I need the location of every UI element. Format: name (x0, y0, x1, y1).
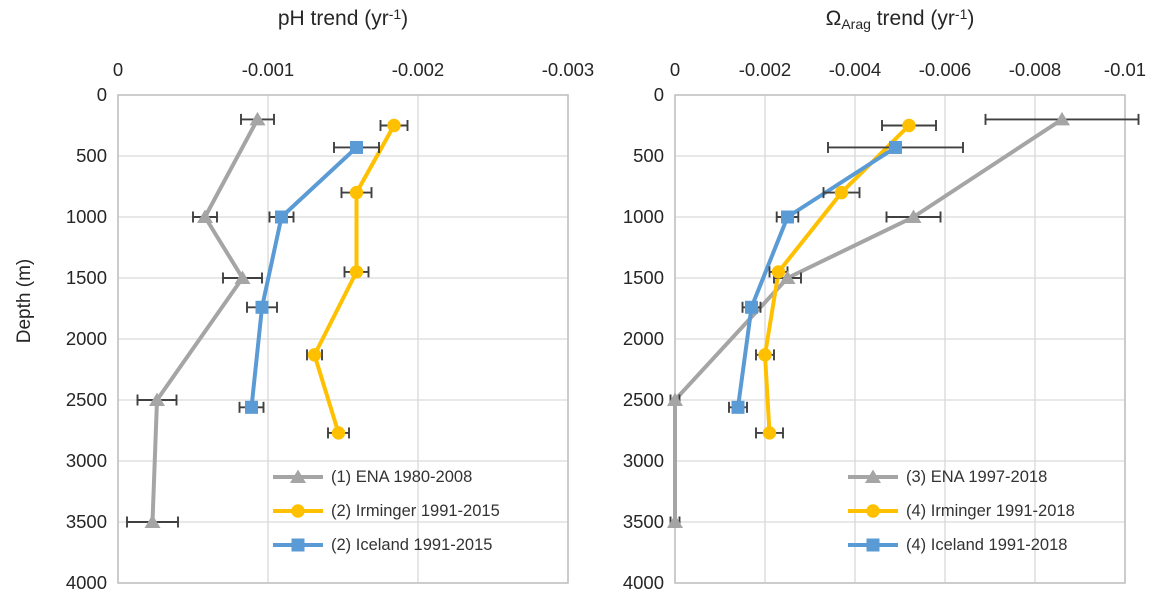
data-point-marker (331, 426, 346, 440)
panel-title-part: -1 (388, 6, 402, 22)
legend-item: (1) ENA 1980-2008 (272, 464, 572, 490)
legend-item: (2) Iceland 1991-2015 (272, 532, 572, 558)
legend-item: (4) Iceland 1991-2018 (847, 532, 1147, 558)
square-legend-marker-icon (273, 538, 323, 552)
depth-tick-label: 1000 (66, 206, 107, 227)
data-point-marker (889, 140, 902, 154)
data-point-marker (781, 210, 794, 224)
triangle-legend-marker-icon (273, 469, 323, 483)
depth-tick-label: 1500 (66, 267, 107, 288)
data-point-marker (758, 348, 772, 362)
depth-tick-label: 3000 (623, 450, 664, 471)
depth-tick-label: 3500 (623, 511, 664, 532)
data-point-marker (245, 400, 258, 414)
data-point-marker (275, 210, 288, 224)
panel-title-part: trend (yr (870, 7, 955, 30)
x-axis-tick-label: -0.01 (1104, 59, 1146, 80)
depth-tick-label: 2000 (623, 328, 664, 349)
data-point-marker (387, 118, 401, 133)
depth-tick-label: 3500 (66, 511, 107, 532)
circle-legend-marker-icon (273, 504, 323, 518)
depth-tick-label: 2500 (623, 389, 664, 410)
data-point-marker (144, 514, 161, 528)
omega-panel-legend: (3) ENA 1997-2018 (4) Irminger 1991-2018 (… (847, 464, 1147, 566)
triangle-legend-marker-icon (848, 469, 898, 483)
circle-legend-marker-icon (848, 504, 898, 518)
omega-panel-title: ΩArag trend (yr-1) (670, 6, 1130, 32)
x-axis-tick-label: -0.001 (242, 59, 294, 80)
square-legend-marker-icon (848, 538, 898, 552)
depth-tick-label: 4000 (66, 572, 107, 593)
legend-label: (4) Irminger 1991-2018 (906, 501, 1075, 520)
data-point-marker (307, 348, 322, 362)
plot-border (674, 94, 1126, 584)
x-axis-tick-label: -0.003 (542, 59, 594, 80)
data-point-marker (667, 392, 683, 406)
depth-tick-label: 500 (76, 145, 107, 166)
data-point-marker (349, 185, 364, 200)
depth-tick-label: 1000 (623, 206, 664, 227)
x-axis-tick-label: -0.002 (392, 59, 444, 80)
depth-tick-label: 2500 (66, 389, 107, 410)
panel-title-part: Ω (825, 7, 842, 30)
data-point-marker (349, 265, 364, 279)
data-point-marker (255, 300, 269, 314)
legend-item: (4) Irminger 1991-2018 (847, 498, 1147, 524)
legend-label: (2) Iceland 1991-2015 (331, 535, 493, 554)
series-line (249, 145, 359, 410)
data-point-marker (350, 140, 363, 154)
x-axis-tick-label: -0.008 (1009, 59, 1061, 80)
data-point-marker (1054, 111, 1070, 126)
data-point-marker (902, 118, 916, 133)
legend-item: (2) Irminger 1991-2015 (272, 498, 572, 524)
legend-label: (3) ENA 1997-2018 (906, 467, 1048, 486)
data-point-marker (234, 270, 251, 284)
plot-border (117, 94, 569, 584)
panel-title-part: pH trend (yr (277, 7, 389, 30)
x-axis-tick-label: -0.006 (919, 59, 971, 80)
legend-label: (1) ENA 1980-2008 (331, 467, 473, 486)
series-line (736, 145, 898, 410)
ph-panel-legend: (1) ENA 1980-2008 (2) Irminger 1991-2015 (… (272, 464, 572, 566)
data-point-marker (745, 300, 758, 314)
data-point-marker (197, 209, 213, 223)
x-axis-tick-label: -0.002 (739, 59, 791, 80)
legend-label: (2) Irminger 1991-2015 (331, 501, 500, 520)
depth-axis-label: Depth (m) (14, 258, 35, 344)
x-axis-tick-label: 0 (670, 59, 680, 80)
data-point-marker (667, 514, 683, 528)
data-point-marker (905, 209, 922, 223)
panel-title-part: ) (401, 7, 409, 30)
depth-tick-label: 4000 (623, 572, 664, 593)
depth-tick-label: 0 (654, 84, 664, 105)
series-line (312, 123, 396, 435)
data-point-marker (771, 265, 786, 279)
panel-title-part: Arag (841, 16, 871, 32)
legend-item: (3) ENA 1997-2018 (847, 464, 1147, 490)
panel-title-part: ) (967, 7, 975, 30)
depth-tick-label: 0 (97, 84, 107, 105)
x-axis-tick-label: -0.004 (829, 59, 881, 80)
depth-tick-label: 3000 (66, 450, 107, 471)
data-point-marker (762, 426, 777, 440)
depth-tick-label: 1500 (623, 267, 664, 288)
data-point-marker (249, 111, 266, 126)
data-point-marker (779, 270, 796, 284)
data-point-marker (731, 400, 745, 414)
ph-panel-title: pH trend (yr-1) (113, 6, 573, 31)
panel-title-part: -1 (954, 6, 968, 22)
depth-tick-label: 500 (633, 145, 664, 166)
depth-tick-label: 2000 (66, 328, 107, 349)
legend-label: (4) Iceland 1991-2018 (906, 535, 1068, 554)
data-point-marker (149, 392, 165, 406)
x-axis-tick-label: 0 (113, 59, 123, 80)
data-point-marker (834, 185, 849, 200)
